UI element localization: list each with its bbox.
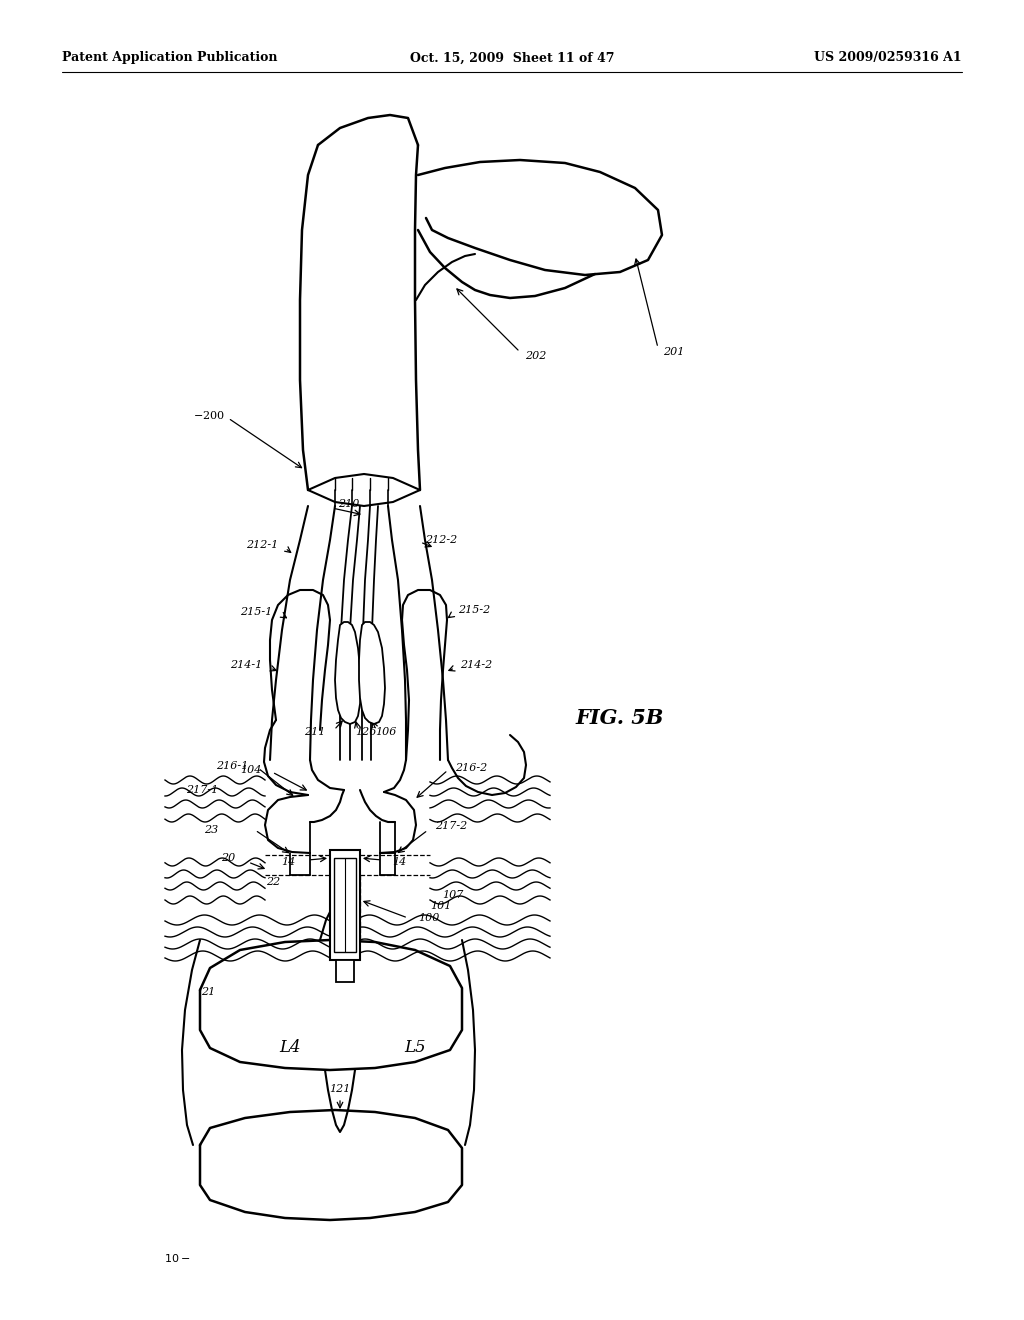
Text: US 2009/0259316 A1: US 2009/0259316 A1 (814, 51, 962, 65)
Text: 211: 211 (304, 727, 325, 737)
Text: 107: 107 (442, 890, 464, 900)
Text: Oct. 15, 2009  Sheet 11 of 47: Oct. 15, 2009 Sheet 11 of 47 (410, 51, 614, 65)
Text: 210: 210 (338, 499, 359, 510)
Text: 216-1: 216-1 (216, 762, 248, 771)
Text: 212-1: 212-1 (246, 540, 278, 550)
Text: 106: 106 (375, 727, 396, 737)
Text: 100: 100 (418, 913, 439, 923)
Text: 215-1: 215-1 (240, 607, 272, 616)
Text: L5: L5 (404, 1040, 426, 1056)
Text: 126: 126 (355, 727, 377, 737)
Polygon shape (335, 622, 361, 723)
Text: 101: 101 (430, 902, 452, 911)
Text: 217-1: 217-1 (185, 785, 218, 795)
Text: 215-2: 215-2 (458, 605, 490, 615)
Text: 121: 121 (330, 1084, 350, 1094)
Text: $-$200: $-$200 (194, 409, 225, 421)
Text: 216-2: 216-2 (455, 763, 487, 774)
Text: L4: L4 (280, 1040, 301, 1056)
Text: 202: 202 (525, 351, 547, 360)
Text: 20: 20 (221, 853, 234, 863)
Bar (330, 850, 360, 960)
Text: 212-2: 212-2 (425, 535, 458, 545)
Text: 23: 23 (204, 825, 218, 836)
Text: 201: 201 (663, 347, 684, 356)
Bar (336, 960, 354, 982)
Text: FIG. 5B: FIG. 5B (575, 708, 665, 729)
Text: 22: 22 (266, 876, 280, 887)
Text: 214-1: 214-1 (229, 660, 262, 671)
Bar (334, 858, 356, 952)
Text: $10-$: $10-$ (164, 1251, 190, 1265)
Text: 14: 14 (281, 857, 295, 867)
Text: 217-2: 217-2 (435, 821, 467, 832)
Text: Patent Application Publication: Patent Application Publication (62, 51, 278, 65)
Text: 214-2: 214-2 (460, 660, 493, 671)
Text: 21: 21 (201, 987, 215, 997)
Text: 14: 14 (392, 857, 407, 867)
Text: 104: 104 (241, 766, 262, 775)
Polygon shape (359, 622, 385, 723)
